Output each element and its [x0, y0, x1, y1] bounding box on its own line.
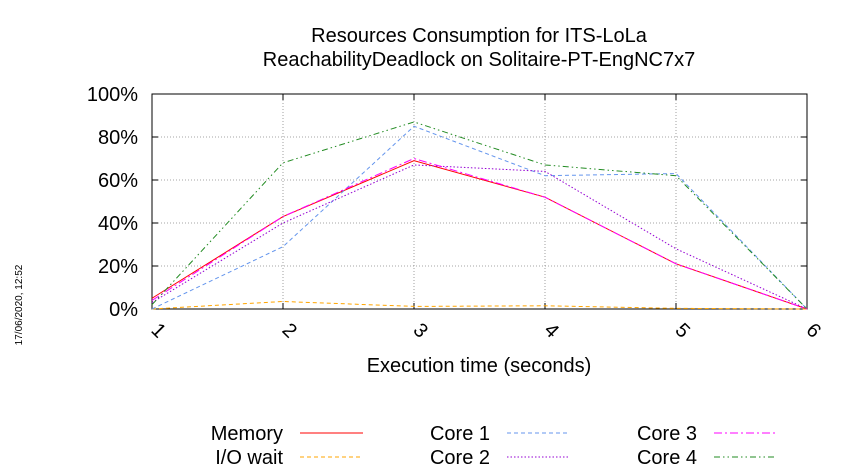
y-tick-label: 80%	[98, 127, 138, 149]
x-tick-label: 1	[147, 319, 170, 342]
y-tick-label: 0%	[109, 299, 138, 321]
plot-frame	[151, 93, 808, 310]
series-line-core-3	[151, 157, 808, 310]
chart-title: Resources Consumption for ITS-LoLa	[311, 25, 648, 47]
y-axis: 0% 20% 40% 60% 80% 100%	[87, 84, 807, 321]
series-lines	[151, 121, 808, 310]
legend-label: Core 2	[430, 447, 490, 469]
legend-label: I/O wait	[215, 447, 283, 469]
x-axis-label: Execution time (seconds)	[367, 355, 592, 377]
x-tick-label: 6	[802, 319, 825, 342]
legend-label: Core 3	[637, 423, 697, 445]
x-tick-label: 4	[540, 319, 563, 342]
y-tick-label: 60%	[98, 170, 138, 192]
series-line-i-o-wait	[151, 300, 808, 310]
chart-subtitle: ReachabilityDeadlock on Solitaire-PT-Eng…	[263, 49, 695, 71]
timestamp-label: 17/06/2020, 12:52	[14, 264, 25, 345]
y-tick-label: 40%	[98, 213, 138, 235]
series-line-core-1	[151, 125, 808, 310]
x-axis: 1 2 3 4 5 6	[147, 94, 825, 342]
y-tick-label: 100%	[87, 84, 138, 106]
grid	[152, 94, 807, 309]
x-tick-label: 5	[671, 319, 694, 342]
series-line-core-4	[151, 121, 808, 310]
legend-label: Memory	[211, 423, 283, 445]
legend-label: Core 4	[637, 447, 697, 469]
x-tick-label: 3	[409, 319, 432, 342]
series-line-memory	[151, 160, 808, 310]
y-tick-label: 20%	[98, 256, 138, 278]
x-tick-label: 2	[278, 319, 301, 342]
legend-label: Core 1	[430, 423, 490, 445]
